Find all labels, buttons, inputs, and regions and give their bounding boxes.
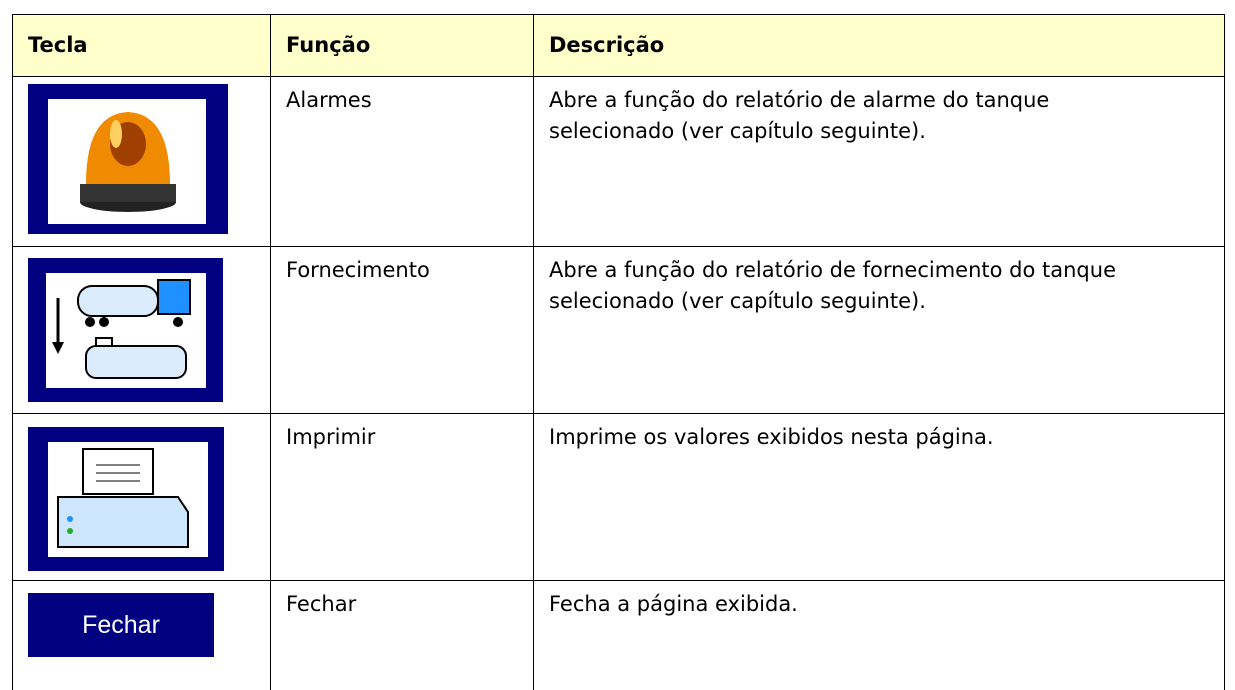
delivery-icon	[28, 258, 223, 402]
close-button[interactable]: Fechar	[28, 593, 214, 657]
description-cell: Abre a função do relatório de alarme do …	[533, 76, 1225, 246]
print-icon	[28, 427, 224, 571]
header-cell: Descrição	[533, 14, 1225, 76]
key-cell	[12, 413, 270, 580]
description-cell: Imprime os valores exibidos nesta página…	[533, 413, 1225, 580]
key-cell	[12, 76, 270, 246]
function-cell: Fornecimento	[270, 246, 533, 413]
header-cell: Tecla	[12, 14, 270, 76]
key-cell	[12, 246, 270, 413]
function-cell: Imprimir	[270, 413, 533, 580]
key-cell: Fechar	[12, 580, 270, 690]
function-cell: Fechar	[270, 580, 533, 690]
description-cell: Abre a função do relatório de fornecimen…	[533, 246, 1225, 413]
header-cell: Função	[270, 14, 533, 76]
alarm-icon	[28, 84, 228, 234]
function-cell: Alarmes	[270, 76, 533, 246]
description-cell: Fecha a página exibida.	[533, 580, 1225, 690]
